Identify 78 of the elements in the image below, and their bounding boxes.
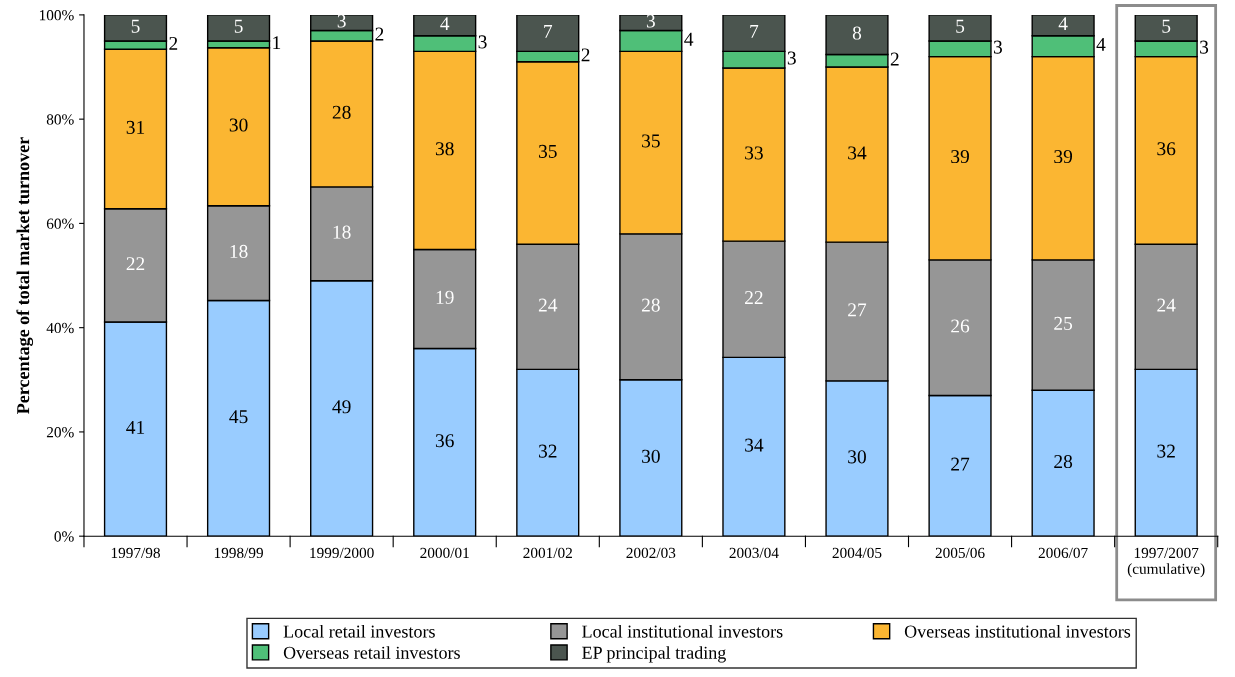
data-label: 5	[234, 19, 243, 33]
data-label: 28	[641, 298, 660, 312]
data-label: 7	[544, 25, 553, 38]
x-tick-label: 2004/05	[832, 547, 882, 559]
data-label: 36	[1157, 142, 1176, 156]
data-label: 3	[993, 40, 1002, 54]
data-label: 22	[745, 291, 763, 304]
data-label: 36	[435, 434, 454, 448]
data-label: 34	[745, 438, 764, 452]
data-label: 4	[1058, 17, 1068, 30]
data-label: 41	[126, 420, 145, 434]
data-label: 39	[951, 150, 969, 164]
y-tick-label: 100%	[39, 10, 74, 21]
data-label: 24	[1157, 298, 1176, 312]
x-tick-label: 2006/07	[1038, 547, 1088, 559]
data-label: 5	[1162, 19, 1171, 33]
data-label: 3	[1200, 40, 1209, 54]
y-axis-title: Percentage of total market turnover	[16, 137, 34, 414]
y-tick-label: 80%	[46, 114, 74, 125]
data-label: 2	[581, 48, 590, 62]
data-label: 2	[890, 52, 899, 66]
y-tick-label: 20%	[46, 427, 74, 438]
legend-label: Overseas retail investors	[283, 646, 460, 659]
data-label: 30	[848, 450, 866, 464]
data-label: 39	[1054, 150, 1073, 164]
data-label: 18	[230, 244, 248, 258]
x-tick-label: 1999/2000	[310, 547, 374, 559]
data-label: 22	[126, 257, 145, 271]
data-label: 32	[538, 444, 557, 458]
x-tick-label: 1997/2007 (cumulative)	[1127, 547, 1205, 578]
data-label: 49	[332, 400, 351, 414]
legend-label: Overseas institutional investors	[904, 624, 1131, 638]
x-tick-label: 1997/98	[111, 547, 160, 559]
data-label: 27	[951, 457, 970, 471]
data-label: 28	[1054, 454, 1073, 469]
data-label: 4	[684, 32, 694, 46]
data-label: 19	[436, 290, 454, 304]
data-label: 2	[375, 27, 384, 41]
data-label: 1	[273, 36, 281, 50]
data-label: 25	[1054, 316, 1073, 330]
y-tick-label: 0%	[54, 531, 74, 542]
data-label: 33	[745, 146, 763, 160]
data-label: 4	[1096, 38, 1106, 51]
data-label: 2	[169, 36, 178, 50]
data-label: 24	[538, 298, 558, 312]
x-tick-label: 1998/99	[214, 547, 263, 559]
data-label: 30	[642, 449, 660, 463]
x-tick-label: 2000/01	[420, 547, 469, 559]
y-tick-label: 40%	[46, 322, 74, 334]
x-tick-label: 2002/03	[626, 547, 676, 559]
data-label: 3	[478, 35, 487, 49]
data-label: 34	[848, 146, 867, 160]
data-label: 35	[642, 134, 660, 148]
data-label: 5	[956, 19, 965, 33]
x-tick-label: 2001/02	[523, 547, 572, 559]
data-label: 3	[787, 51, 796, 65]
data-label: 31	[126, 120, 145, 134]
legend-label: Local institutional investors	[582, 624, 783, 638]
data-label: 3	[337, 14, 346, 28]
data-label: 32	[1157, 444, 1175, 458]
data-label: 38	[435, 142, 454, 156]
data-label: 30	[229, 118, 248, 132]
data-label: 4	[440, 17, 450, 30]
x-tick-label: 2003/04	[729, 547, 779, 559]
data-label: 8	[852, 26, 862, 40]
data-label: 3	[646, 14, 655, 28]
data-label: 7	[750, 25, 759, 38]
data-label: 27	[848, 303, 867, 317]
data-label: 5	[131, 19, 140, 33]
y-tick-label: 60%	[46, 218, 74, 229]
x-tick-label: 2005/06	[935, 547, 985, 559]
data-label: 35	[538, 144, 557, 158]
legend-label: Local retail investors	[283, 624, 435, 638]
data-label: 18	[333, 225, 351, 239]
data-label: 28	[332, 105, 351, 119]
data-label: 45	[229, 410, 248, 424]
legend-label: EP principal trading	[582, 646, 726, 663]
data-label: 26	[951, 319, 970, 333]
